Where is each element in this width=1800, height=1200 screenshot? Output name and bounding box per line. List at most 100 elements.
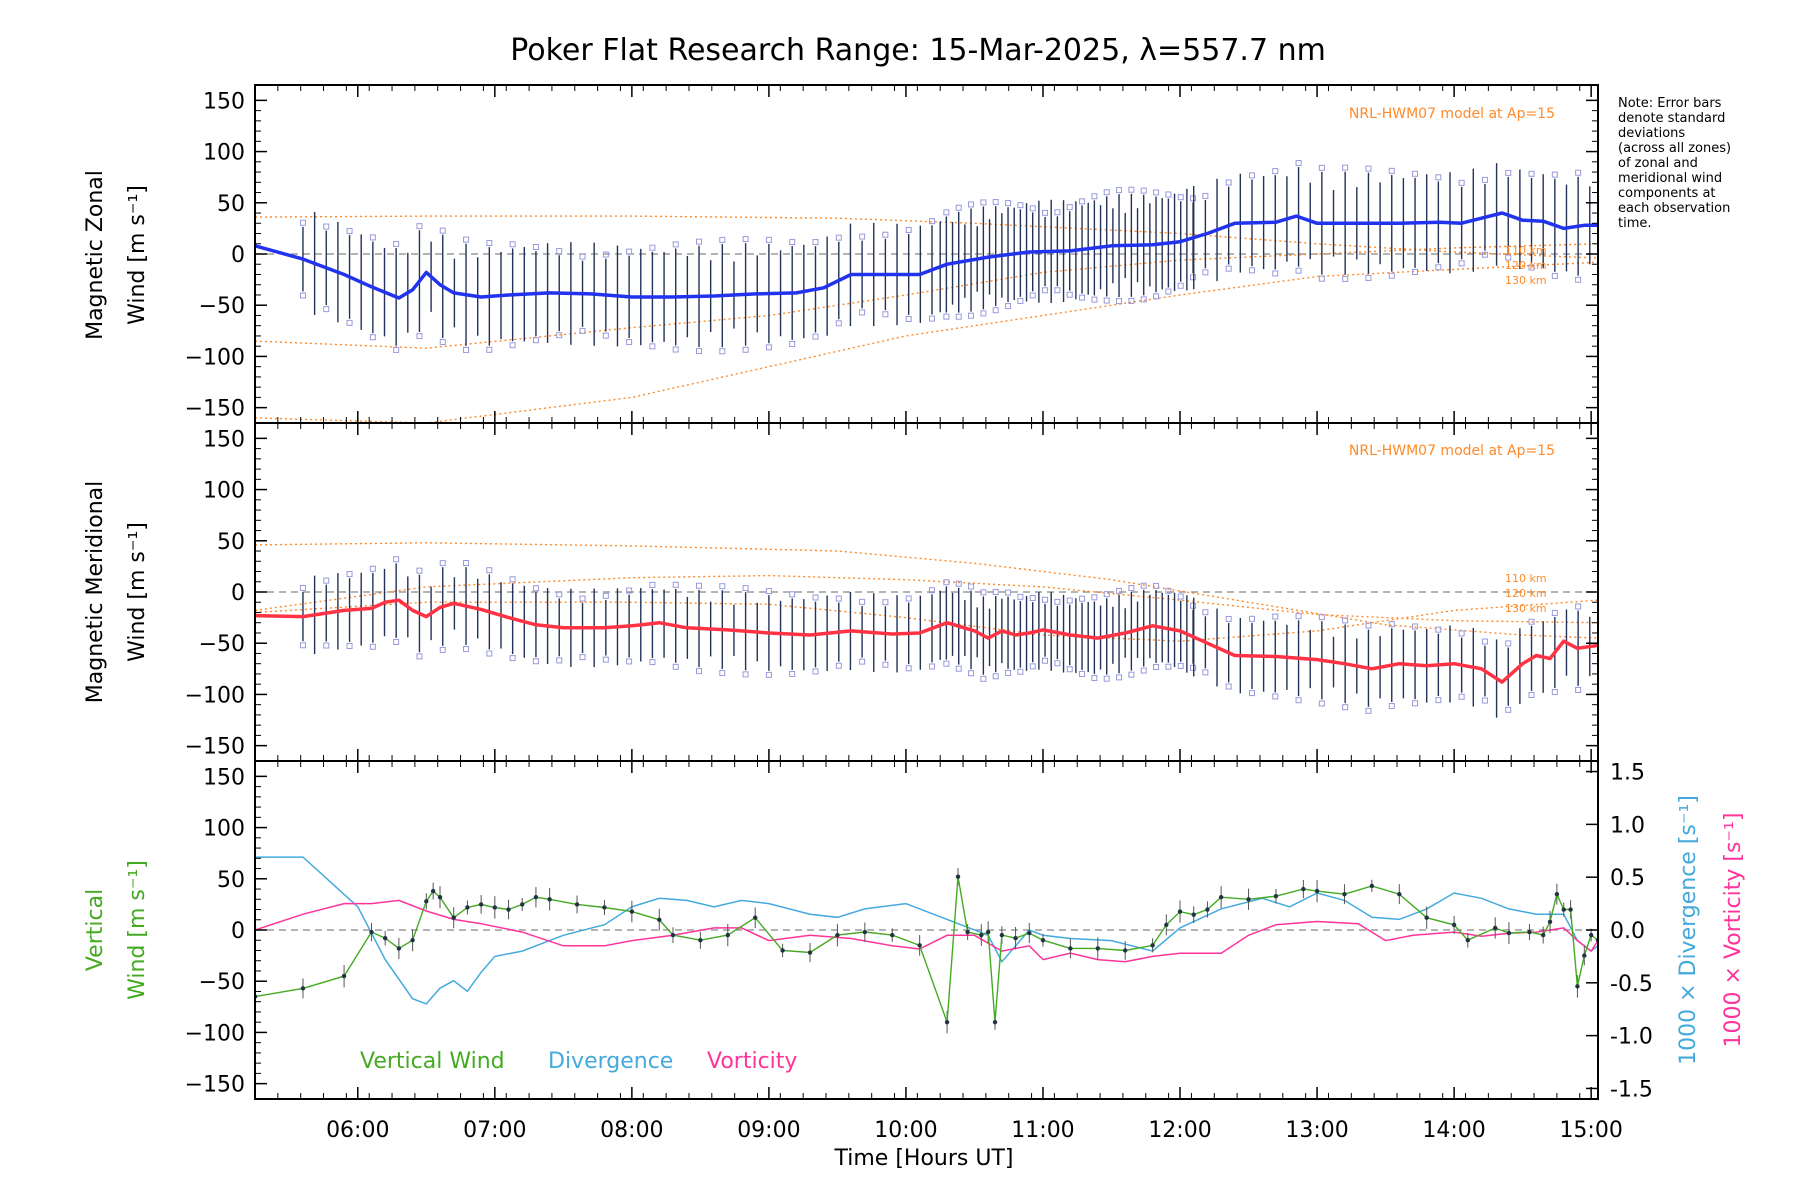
zone-sample	[1505, 640, 1512, 647]
zone-sample	[1528, 264, 1535, 271]
zone-sample	[742, 236, 749, 243]
legend-vertical-wind: Vertical Wind	[360, 1049, 505, 1074]
zone-sample	[905, 665, 912, 672]
altitude-label: 120 km	[1505, 587, 1547, 600]
zone-sample	[1272, 270, 1279, 277]
zone-sample	[369, 234, 376, 241]
zone-sample	[369, 565, 376, 572]
zone-sample	[1318, 275, 1325, 282]
zone-sample	[1528, 170, 1535, 177]
zone-sample	[1017, 668, 1024, 675]
y-tick-label: 100	[203, 479, 245, 504]
zone-sample	[1029, 292, 1036, 299]
zone-sample	[1388, 621, 1395, 628]
vertical-wind-point	[1588, 932, 1594, 938]
error-bar-note: Note: Error bars denote standard deviati…	[1618, 96, 1731, 231]
y-tick-label: −50	[199, 632, 245, 657]
zone-sample	[1103, 675, 1110, 682]
zone-sample	[486, 346, 493, 353]
zone-sample	[1458, 693, 1465, 700]
zone-sample	[882, 231, 889, 238]
zone-sample	[463, 346, 470, 353]
zone-sample	[1079, 670, 1086, 677]
zone-sample	[719, 236, 726, 243]
zone-sample	[1103, 297, 1110, 304]
zone-sample	[1128, 585, 1135, 592]
zone-sample	[696, 668, 703, 675]
zone-sample	[463, 646, 470, 653]
zone-sample	[980, 199, 987, 206]
vertical-wind-point	[992, 1019, 998, 1025]
zone-sample	[1481, 251, 1488, 258]
zone-sample	[416, 653, 423, 660]
zone-sample	[626, 658, 633, 665]
zone-sample	[346, 228, 353, 235]
zone-sample	[812, 239, 819, 246]
zone-sample	[835, 595, 842, 602]
zone-sample	[1165, 288, 1172, 295]
zone-sample	[1029, 205, 1036, 212]
vertical-wind-point	[657, 917, 662, 922]
x-tick-label: 08:00	[600, 1118, 663, 1143]
y-tick-label: −50	[199, 294, 245, 319]
zone-sample	[882, 311, 889, 318]
vertical-wind-point	[725, 932, 730, 938]
x-tick-label: 07:00	[463, 1118, 526, 1143]
x-tick-label: 12:00	[1148, 1118, 1211, 1143]
zone-sample	[1054, 598, 1061, 605]
zone-sample	[1079, 595, 1086, 602]
zone-sample	[299, 584, 306, 591]
x-tick-label: 10:00	[874, 1118, 937, 1143]
vertical-wind-point	[1123, 948, 1128, 953]
vertical-wind-point	[465, 905, 470, 910]
zone-sample	[968, 201, 975, 208]
zone-sample	[928, 218, 935, 225]
y2-tick-label: 1.5	[1610, 761, 1645, 786]
zone-sample	[369, 643, 376, 650]
zone-sample	[1202, 269, 1209, 276]
y-tick-label: 0	[231, 919, 245, 944]
zone-sample	[835, 662, 842, 669]
zone-sample	[556, 657, 563, 664]
zone-sample	[859, 309, 866, 316]
zone-sample	[532, 658, 539, 665]
vertical-wind-point	[1027, 930, 1032, 936]
note-line: Note: Error bars	[1618, 96, 1722, 111]
vertical-wind-point	[780, 948, 785, 953]
zone-sample	[1165, 663, 1172, 670]
vertical-ylabel: Vertical	[83, 889, 108, 971]
zone-sample	[789, 591, 796, 598]
zone-sample	[672, 241, 679, 248]
zone-sample	[1295, 159, 1302, 166]
zone-sample	[1505, 254, 1512, 261]
zone-sample	[1458, 179, 1465, 186]
zone-sample	[1177, 194, 1184, 201]
zone-sample	[1140, 667, 1147, 674]
zone-sample	[1248, 172, 1255, 179]
y-tick-label: 100	[203, 817, 245, 842]
zonal-wind-panel: −150 −100 −50 0 50 100 150	[185, 84, 1599, 424]
zone-sample	[1412, 700, 1419, 707]
zone-sample	[1458, 260, 1465, 267]
zone-sample	[812, 594, 819, 601]
vertical-wind-point	[1493, 925, 1498, 931]
vertical-wind-point	[533, 895, 539, 900]
vertical-wind-point	[478, 902, 484, 907]
x-tick-label: 06:00	[326, 1118, 389, 1143]
vertical-wind-point	[382, 935, 388, 941]
vertical-wind-point	[1177, 909, 1183, 914]
zone-sample	[719, 670, 726, 677]
zone-sample	[1435, 174, 1442, 181]
zone-sample	[1091, 296, 1098, 303]
zone-sample	[1551, 171, 1558, 178]
legend-divergence: Divergence	[548, 1049, 673, 1074]
zone-sample	[1225, 615, 1232, 622]
zone-sample	[765, 588, 772, 595]
vorticity-line	[255, 899, 1598, 963]
note-line: each observation	[1618, 201, 1730, 216]
zone-sample	[486, 240, 493, 247]
zone-sample	[323, 642, 330, 649]
note-line: (across all zones)	[1618, 141, 1731, 156]
zone-sample	[1128, 297, 1135, 304]
vertical-wind-panel: -1.5 -1.0 -0.5 0.0 0.5 1.0 1.5 −150 −100 −50 0 50 10…	[185, 760, 1653, 1102]
